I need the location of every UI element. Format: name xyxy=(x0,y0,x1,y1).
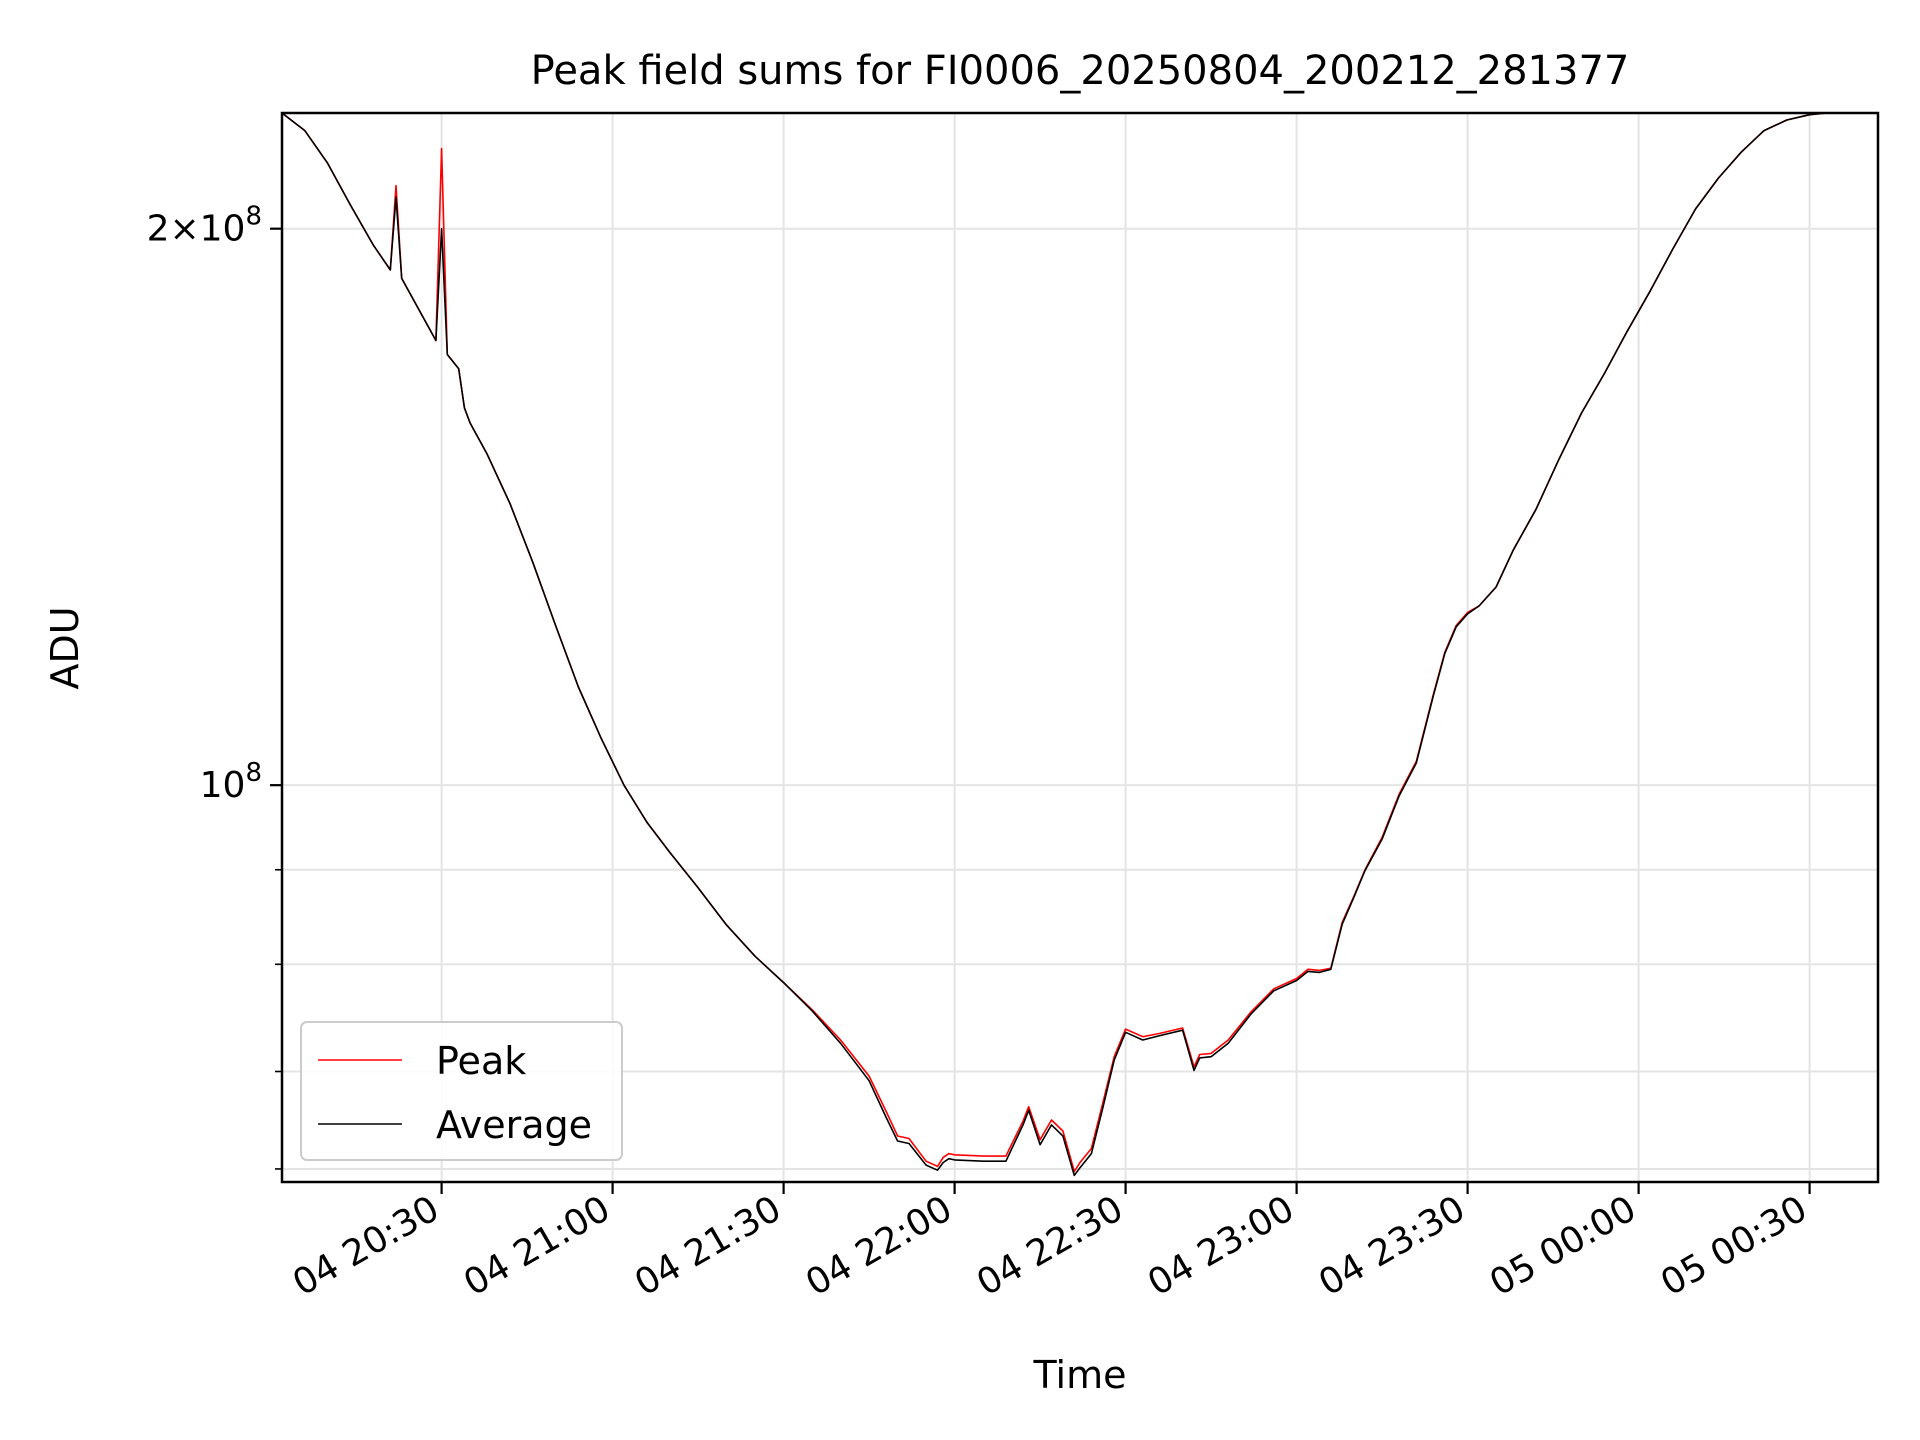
legend-box xyxy=(300,1021,623,1161)
x-axis-label: Time xyxy=(1033,1353,1127,1397)
chart-title: Peak field sums for FI0006_20250804_2002… xyxy=(531,48,1630,94)
y-axis-ticks: 108 2×108 xyxy=(147,202,282,1170)
legend-average-label: Average xyxy=(436,1103,592,1147)
y-axis-label: ADU xyxy=(43,606,87,689)
legend-peak-label: Peak xyxy=(436,1039,526,1083)
legend: Peak Average xyxy=(300,1021,623,1161)
y-tick-label: 108 xyxy=(200,758,262,806)
y-tick-label: 2×108 xyxy=(147,202,262,250)
series-line-average xyxy=(281,112,1878,1177)
plot-series xyxy=(281,112,1878,1177)
plot-frame xyxy=(280,111,1880,1184)
